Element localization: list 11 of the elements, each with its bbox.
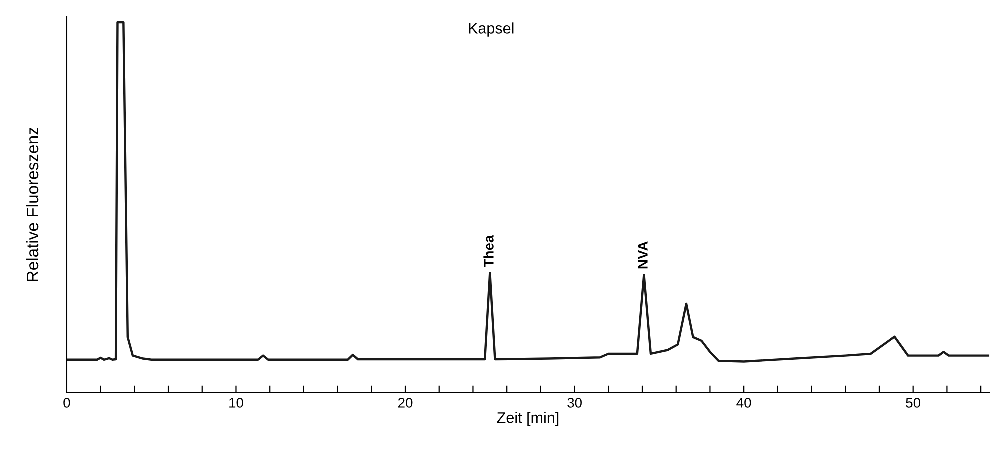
annotation: NVA: [638, 242, 648, 269]
x-tick-label: 10: [230, 398, 244, 408]
x-tick-label: 0: [64, 398, 70, 408]
x-axis-title: Zeit [min]: [497, 412, 559, 426]
x-tick-label: 30: [568, 398, 582, 408]
x-tick-label: 50: [906, 398, 921, 408]
chart-title: Kapsel: [469, 22, 514, 37]
annotation: Thea: [484, 235, 494, 268]
x-tick-label: 20: [398, 398, 413, 408]
y-axis-title: Relative Fluoreszenz: [26, 128, 39, 282]
x-tick-label: 40: [736, 398, 752, 408]
